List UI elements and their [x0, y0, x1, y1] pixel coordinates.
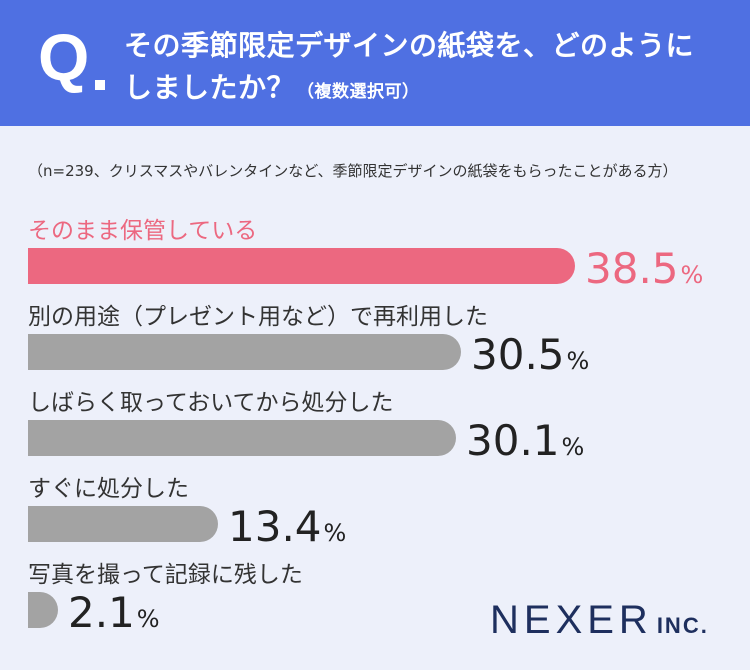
question-text-line2: しましたか？ （複数選択可） [124, 74, 420, 102]
bar-value-unit-1: % [567, 347, 590, 375]
bar-value-number-4: 2.1 [68, 588, 135, 637]
bar-value-number-0: 38.5 [585, 244, 679, 293]
bar-value-label-0: 38.5% [585, 244, 703, 293]
bar-category-label-4: 写真を撮って記録に残した [28, 562, 303, 588]
bar-2 [28, 420, 456, 456]
logo-sub-text: INC. [656, 613, 709, 638]
sample-size-note: （n=239、クリスマスやバレンタインなど、季節限定デザインの紙袋をもらったこと… [28, 162, 678, 180]
bar-value-number-1: 30.5 [471, 330, 565, 379]
nexer-logo: NEXER INC. [490, 600, 709, 640]
bar-value-unit-4: % [137, 605, 160, 633]
bar-value-unit-0: % [681, 261, 704, 289]
bar-category-label-1: 別の用途（プレゼント用など）で再利用した [28, 304, 488, 330]
bar-value-number-3: 13.4 [228, 502, 322, 551]
bar-value-label-1: 30.5% [471, 330, 589, 379]
question-text-line2-main: しましたか？ [124, 71, 296, 104]
logo-main-text: NEXER [490, 598, 653, 642]
question-mark-q: Q [38, 20, 90, 94]
bar-value-unit-2: % [562, 433, 585, 461]
bar-category-label-3: すぐに処分した [28, 476, 189, 502]
bar-3 [28, 506, 218, 542]
question-header: Q その季節限定デザインの紙袋を、どのように しましたか？ （複数選択可） [0, 0, 750, 126]
bar-0 [28, 248, 575, 284]
bar-value-number-2: 30.1 [466, 416, 560, 465]
question-mark-dot [95, 80, 105, 90]
bar-4 [28, 592, 58, 628]
bar-value-label-3: 13.4% [228, 502, 346, 551]
question-multiple-choice-note: （複数選択可） [297, 82, 420, 102]
bar-value-unit-3: % [324, 519, 347, 547]
question-text-line1: その季節限定デザインの紙袋を、どのように [124, 29, 695, 62]
bar-value-label-4: 2.1% [68, 588, 160, 637]
bar-1 [28, 334, 461, 370]
bar-value-label-2: 30.1% [466, 416, 584, 465]
bar-category-label-2: しばらく取っておいてから処分した [28, 390, 393, 416]
bar-category-label-0: そのまま保管している [28, 218, 257, 244]
